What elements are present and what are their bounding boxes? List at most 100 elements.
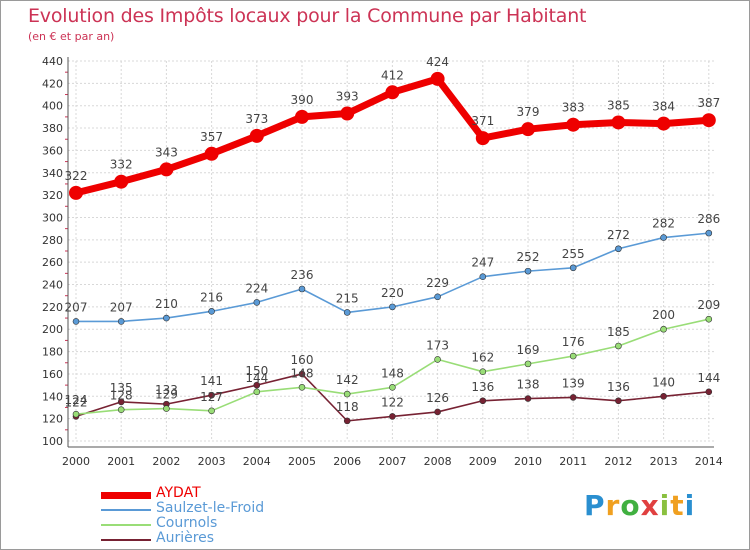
data-point (705, 388, 713, 396)
y-tick-label: 120 (42, 413, 63, 426)
data-point (524, 395, 532, 402)
data-label: 252 (517, 250, 540, 264)
data-point (163, 405, 170, 412)
data-point (159, 162, 174, 177)
data-label: 424 (426, 55, 449, 69)
x-tick-label: 2001 (107, 455, 135, 468)
data-point (701, 113, 716, 128)
data-label: 141 (200, 374, 223, 388)
data-label: 216 (200, 290, 223, 304)
data-label: 148 (381, 366, 404, 380)
data-label: 127 (200, 390, 223, 404)
y-tick-label: 420 (42, 77, 63, 90)
data-point (569, 264, 577, 272)
data-point (479, 273, 487, 281)
legend-swatch (101, 491, 151, 499)
data-label: 144 (245, 371, 268, 385)
data-point (208, 407, 215, 415)
data-label: 229 (426, 276, 449, 290)
y-tick-label: 240 (42, 279, 63, 292)
data-label: 133 (155, 383, 178, 397)
data-label: 379 (517, 105, 540, 119)
data-label: 385 (607, 98, 630, 112)
data-label: 343 (155, 145, 178, 159)
data-label: 136 (471, 380, 494, 394)
y-tick-label: 380 (42, 122, 63, 135)
data-label: 387 (697, 96, 720, 110)
data-label: 207 (65, 300, 88, 314)
data-point (611, 115, 626, 130)
x-tick-label: 2012 (604, 455, 632, 468)
legend-label: AYDAT (156, 485, 201, 501)
data-label: 135 (110, 381, 133, 395)
data-label: 176 (562, 335, 585, 349)
data-label: 224 (245, 281, 268, 295)
data-label: 139 (562, 376, 585, 390)
data-point (660, 392, 667, 400)
y-tick-label: 320 (42, 189, 63, 202)
y-tick-label: 300 (42, 211, 63, 224)
legend-swatch (101, 539, 151, 541)
data-label: 185 (607, 325, 630, 339)
data-point (340, 106, 355, 121)
data-point (343, 417, 351, 425)
data-label: 390 (291, 93, 314, 107)
data-label: 236 (291, 268, 314, 282)
data-label: 220 (381, 286, 404, 300)
data-point (479, 368, 487, 376)
data-point (434, 408, 441, 416)
legend-label: Cournols (156, 515, 218, 531)
data-point (705, 229, 713, 237)
data-point (566, 117, 581, 132)
data-point (114, 174, 129, 189)
data-point (208, 391, 215, 399)
data-point (343, 390, 351, 398)
data-label: 140 (652, 375, 675, 389)
data-label: 138 (517, 378, 540, 392)
x-tick-label: 2000 (62, 455, 90, 468)
data-point (434, 356, 441, 363)
x-tick-label: 2009 (469, 455, 497, 468)
y-tick-label: 140 (42, 390, 63, 403)
y-tick-label: 440 (42, 55, 63, 68)
data-point (298, 285, 306, 293)
x-tick-label: 2014 (695, 455, 723, 468)
data-point (475, 131, 490, 146)
logo-letter: x (640, 489, 660, 522)
y-tick-label: 400 (42, 100, 63, 113)
x-tick-label: 2004 (243, 455, 271, 468)
data-point (660, 234, 667, 241)
data-point (298, 384, 306, 391)
data-label: 384 (652, 100, 675, 114)
data-point (524, 360, 532, 368)
data-point (389, 384, 396, 391)
data-label: 282 (652, 217, 675, 231)
data-label: 272 (607, 228, 630, 242)
x-tick-label: 2008 (424, 455, 452, 468)
x-tick-label: 2010 (514, 455, 542, 468)
data-label: 332 (110, 158, 133, 172)
y-tick-label: 360 (42, 144, 63, 157)
data-label: 169 (517, 343, 540, 357)
data-label: 247 (471, 256, 494, 270)
data-point (479, 397, 487, 405)
x-tick-label: 2013 (650, 455, 678, 468)
data-point (163, 314, 170, 322)
data-label: 322 (65, 169, 88, 183)
data-label: 173 (426, 338, 449, 352)
y-tick-label: 180 (42, 346, 63, 359)
data-label: 200 (652, 308, 675, 322)
y-tick-label: 280 (42, 234, 63, 247)
y-tick-label: 160 (42, 368, 63, 381)
data-label: 122 (65, 395, 88, 409)
x-tick-label: 2003 (198, 455, 226, 468)
data-point (569, 394, 577, 401)
y-tick-label: 100 (42, 435, 63, 448)
data-label: 371 (471, 114, 494, 128)
chart-title: Evolution des Impôts locaux pour la Comm… (28, 5, 587, 27)
data-label: 124 (65, 393, 88, 407)
legend-swatch (101, 509, 151, 511)
data-label: 122 (381, 395, 404, 409)
data-point (524, 267, 532, 275)
chart-subtitle: (en € et par an) (28, 30, 115, 43)
